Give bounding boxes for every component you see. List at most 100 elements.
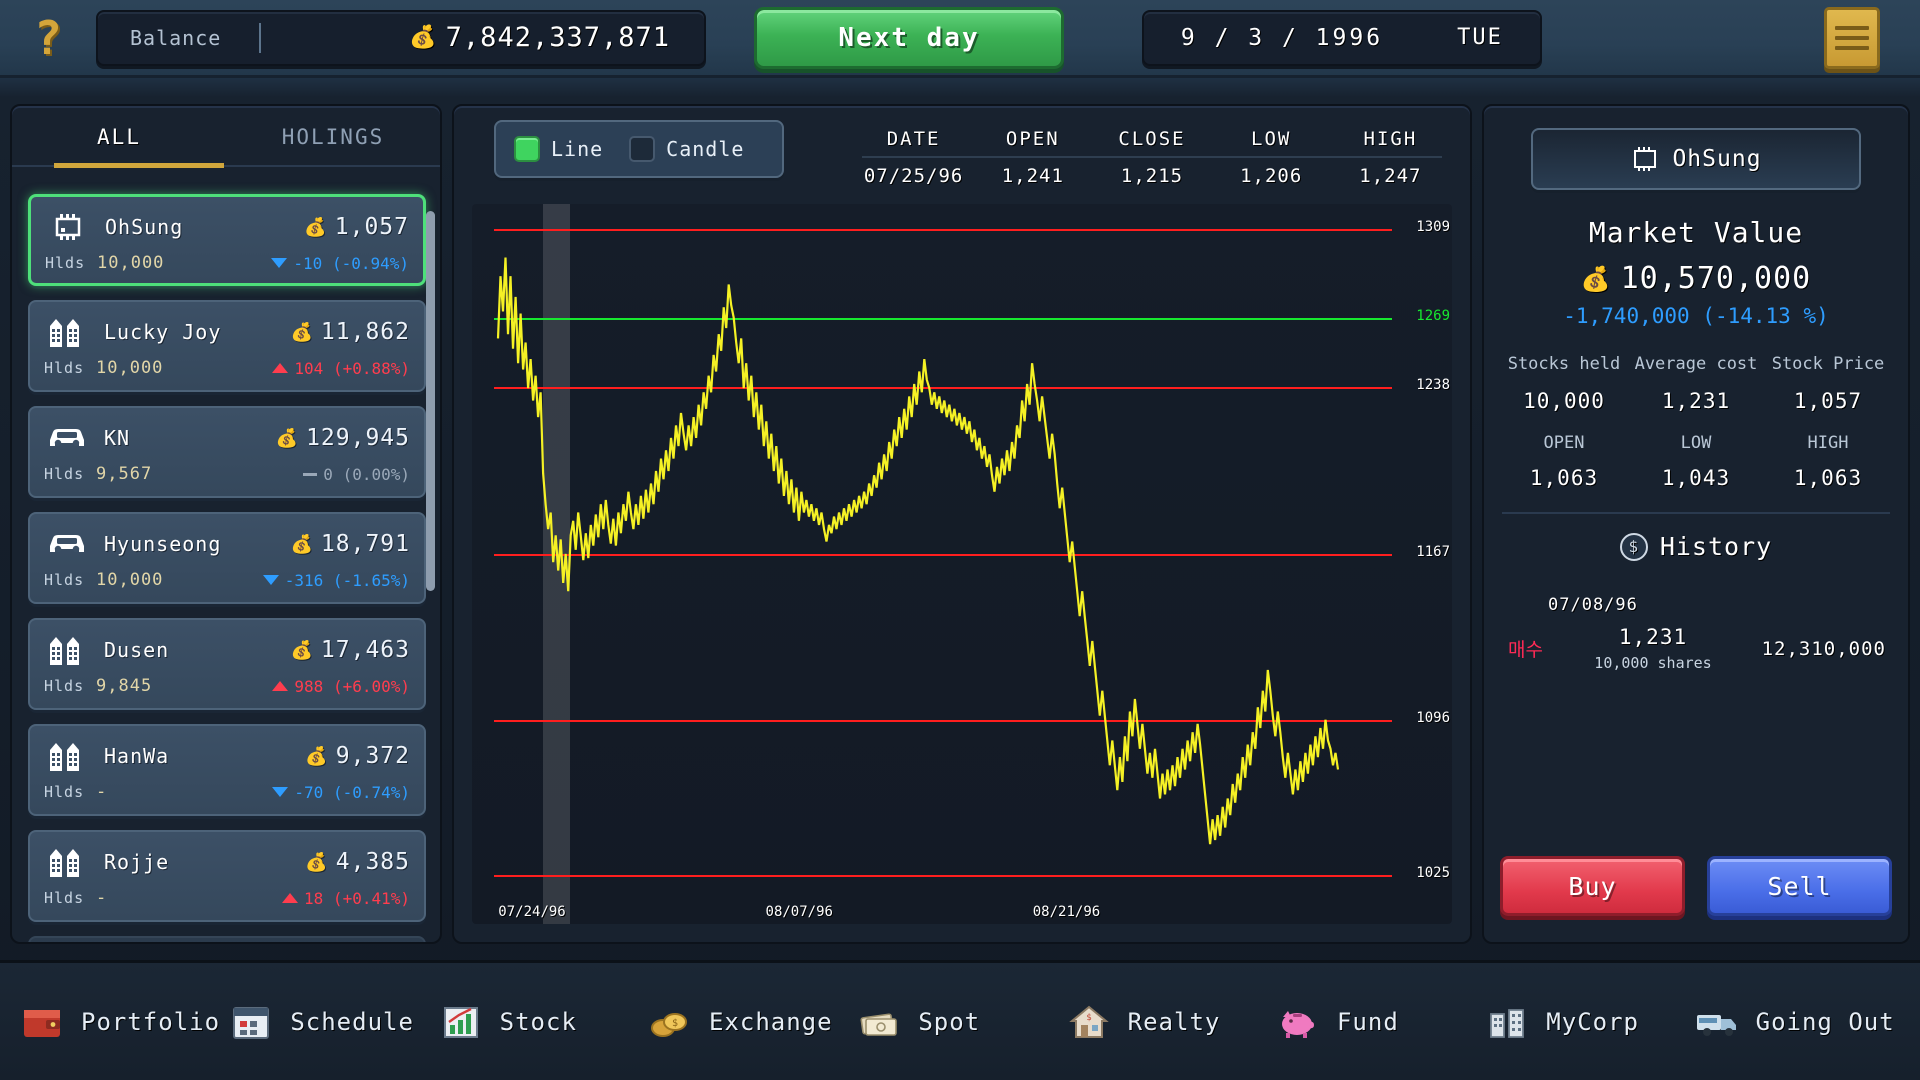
line-mode-checkbox[interactable]: [514, 136, 540, 162]
stat-value: 1,063: [1529, 466, 1599, 490]
list-item[interactable]: Dusen 💰 17,463 Hlds 9,845 988 (+6.00%): [28, 618, 426, 710]
list-item[interactable]: Hyunseong 💰 18,791 Hlds 10,000 -316 (-1.65%): [28, 512, 426, 604]
balance-display: Balance 💰 7,842,337,871: [96, 9, 706, 66]
coin-dollar-icon: $: [1619, 532, 1648, 561]
chart-reference-label: 1096: [1416, 710, 1450, 727]
holdings-value: 9,845: [96, 676, 153, 696]
stat-header: Stocks held: [1507, 354, 1621, 374]
holdings-value: -: [96, 782, 108, 802]
chart-header: Line Candle DATE OPEN CLOSE LOW HIGH 07/25/9…: [454, 106, 1470, 192]
sell-button[interactable]: Sell: [1707, 856, 1892, 916]
candle-mode-label: Candle: [666, 137, 745, 161]
ohlc-value: 07/25/96: [863, 165, 964, 187]
date-display: 9 / 3 / 1996 TUE: [1142, 9, 1542, 66]
money-bag-icon: 💰: [275, 427, 300, 449]
arrow-down-icon: [262, 575, 279, 585]
stats-values-bottom: 1,063 1,043 1,063: [1484, 457, 1908, 490]
company-price: 💰 1,057: [304, 214, 409, 240]
next-day-button[interactable]: Next day: [754, 6, 1064, 69]
ohlc-table: DATE OPEN CLOSE LOW HIGH 07/25/96 1,241 1,215 1…: [854, 106, 1450, 192]
holdings-value: 10,000: [97, 253, 165, 273]
nav-item-mycorp[interactable]: MyCorp: [1483, 1000, 1692, 1044]
chart-reference-line: 1238: [494, 377, 1450, 393]
trade-buttons: Buy Sell: [1484, 856, 1908, 916]
chart-x-tick-label: 08/21/96: [1032, 904, 1101, 920]
chart-reference-label: 1167: [1416, 543, 1450, 560]
history-middle: 1,231 10,000 shares: [1570, 625, 1736, 672]
company-name: Rojje: [104, 850, 170, 874]
dash-icon: [303, 472, 318, 476]
history-total: 12,310,000: [1761, 637, 1886, 660]
selected-company-header[interactable]: OhSung: [1531, 128, 1861, 190]
holdings-value: 10,000: [96, 358, 164, 378]
ohlc-header: OPEN: [1005, 128, 1060, 150]
stock-list-scrollbar[interactable]: [426, 211, 435, 591]
stat-header: Average cost: [1634, 354, 1758, 374]
chart-reference-label: 1309: [1416, 219, 1450, 236]
detail-divider: [1502, 512, 1890, 514]
nav-item-realty[interactable]: $ Realty: [1065, 1000, 1274, 1044]
chart-reference-line: 1025: [494, 865, 1450, 881]
price-chart-plot[interactable]: 1309 1269 1238 1167 1096 1025 07/24/96 08/07/96…: [472, 204, 1452, 924]
tab-all[interactable]: ALL: [97, 125, 141, 149]
building-icon: [44, 845, 90, 879]
candle-mode-checkbox[interactable]: [629, 136, 656, 162]
money-bag-icon: 💰: [290, 639, 314, 661]
history-date: 07/08/96: [1548, 595, 1638, 615]
buy-button[interactable]: Buy: [1500, 856, 1685, 916]
nav-item-exchange[interactable]: $ Exchange: [646, 1000, 855, 1044]
chart-mode-candle[interactable]: Candle: [629, 136, 744, 162]
history-price: 1,231: [1618, 625, 1688, 649]
chart-reference-line: 1269: [494, 308, 1450, 324]
list-item[interactable]: HanWa 💰 9,372 Hlds - -70 (-0.74%): [28, 724, 426, 816]
stat-value: 1,063: [1793, 466, 1863, 490]
stock-list[interactable]: OhSung 💰 1,057 Hlds 10,000 -10 (-0.94%) Lucky …: [12, 176, 440, 942]
question-mark-icon[interactable]: ?: [34, 10, 62, 65]
market-value-wrap: 💰 10,570,000: [1484, 261, 1908, 296]
list-item[interactable]: Rojje 💰 4,385 Hlds - 18 (+0.41%): [28, 830, 426, 922]
market-value: 10,570,000: [1620, 261, 1812, 296]
nav-item-fund[interactable]: Fund: [1274, 1000, 1483, 1044]
nav-item-label: Spot: [918, 1007, 981, 1036]
hamburger-menu-icon[interactable]: [1824, 6, 1880, 69]
price-change: 104 (+0.88%): [272, 359, 410, 378]
tab-holdings[interactable]: HOLINGS: [281, 125, 385, 149]
money-bag-icon: 💰: [305, 745, 329, 767]
nav-item-schedule[interactable]: Schedule: [227, 1000, 436, 1044]
chart-reference-line: 1096: [494, 710, 1450, 726]
nav-item-going-out[interactable]: Going Out: [1693, 1000, 1902, 1044]
nav-item-label: MyCorp: [1546, 1007, 1639, 1036]
holdings-label: Hlds: [44, 889, 85, 907]
stat-value: 10,000: [1523, 389, 1605, 413]
nav-item-portfolio[interactable]: Portfolio: [18, 1000, 227, 1044]
tabs-rule: [12, 165, 440, 167]
list-item[interactable]: Lucky Joy 💰 11,862 Hlds 10,000 104 (+0.88%): [28, 300, 426, 392]
ohlc-header-row: DATE OPEN CLOSE LOW HIGH: [854, 106, 1450, 150]
balance-divider: [259, 22, 262, 53]
company-price: 💰 129,945: [275, 425, 410, 451]
nav-item-stock[interactable]: Stock: [437, 1000, 646, 1044]
history-list: 07/08/96 매수 1,231 10,000 shares 12,310,000: [1484, 595, 1908, 672]
chart-reference-line: 1167: [494, 544, 1450, 560]
list-item[interactable]: KN 💰 129,945 Hlds 9,567 0 (0.00%): [28, 406, 426, 498]
chart-reference-label: 1269: [1416, 307, 1450, 324]
nav-item-label: Going Out: [1755, 1007, 1895, 1036]
chart-mode-line[interactable]: Line: [514, 136, 603, 162]
list-item[interactable]: Samyong💰22,909Hlds9,865-616 (-2.64%): [28, 936, 426, 942]
company-name: Hyunseong: [104, 532, 222, 556]
piggy-bank-icon: [1274, 1000, 1322, 1044]
list-item[interactable]: OhSung 💰 1,057 Hlds 10,000 -10 (-0.94%): [28, 194, 426, 286]
nav-item-spot[interactable]: Spot: [855, 1000, 1064, 1044]
stat-header: LOW: [1680, 433, 1712, 453]
history-type-badge: 매수: [1508, 639, 1543, 661]
ohlc-value: 1,241: [1001, 165, 1064, 187]
stat-value: 1,231: [1661, 389, 1731, 413]
price-change: -10 (-0.94%): [271, 254, 409, 273]
stats-headers-top: Stocks held Average cost Stock Price: [1484, 354, 1908, 374]
arrow-up-icon: [282, 893, 299, 903]
price-change: 988 (+6.00%): [272, 677, 410, 696]
holdings-value: -: [96, 888, 108, 908]
car-icon: [44, 527, 90, 561]
market-value-change: -1,740,000 (-14.13 %): [1563, 304, 1829, 328]
wallet-icon: [18, 1000, 66, 1044]
